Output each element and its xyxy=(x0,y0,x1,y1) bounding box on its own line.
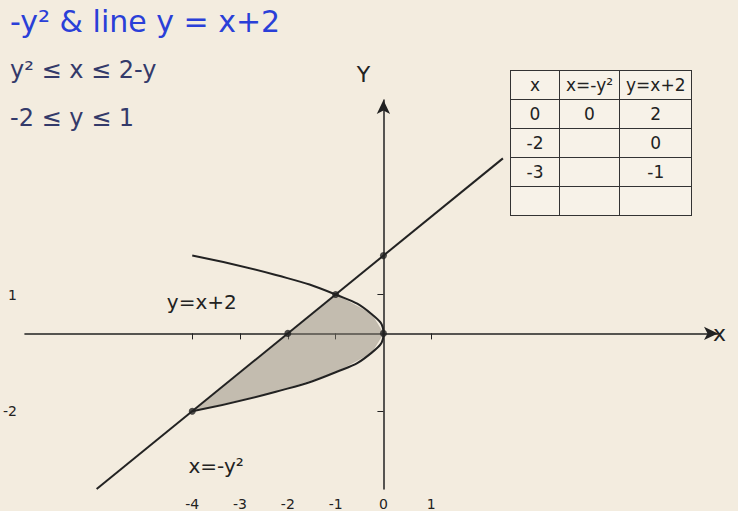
html-text:-1: -1 xyxy=(647,162,665,182)
svg-text:-2: -2 xyxy=(281,496,295,511)
html-text:x: x xyxy=(530,75,540,95)
html-text:0: 0 xyxy=(529,104,541,124)
svg-text:x=-y²: x=-y² xyxy=(188,454,243,478)
svg-text:-2: -2 xyxy=(3,403,17,419)
html-text:y=x+2: y=x+2 xyxy=(626,75,686,95)
svg-text:Y: Y xyxy=(356,62,371,87)
html-text:x=-y²: x=-y² xyxy=(566,75,613,95)
html-text:0: 0 xyxy=(650,133,662,153)
html-text:-3: -3 xyxy=(526,162,544,182)
html-text:y² ≤ x ≤ 2-y: y² ≤ x ≤ 2-y xyxy=(10,56,157,84)
svg-text:1: 1 xyxy=(8,287,17,303)
svg-text:-1: -1 xyxy=(329,496,343,511)
svg-text:0: 0 xyxy=(379,496,388,511)
html-text:-y² & line y = x+2: -y² & line y = x+2 xyxy=(10,4,281,39)
svg-text:x: x xyxy=(713,320,726,346)
svg-text:y=x+2: y=x+2 xyxy=(167,290,237,314)
html-text:-2: -2 xyxy=(526,133,544,153)
svg-text:-3: -3 xyxy=(233,496,247,511)
svg-text:1: 1 xyxy=(427,496,436,511)
html-text:-2 ≤ y ≤ 1: -2 ≤ y ≤ 1 xyxy=(10,104,135,132)
svg-text:-4: -4 xyxy=(185,496,199,511)
html-text:2: 2 xyxy=(650,104,662,124)
html-text:0: 0 xyxy=(584,104,595,124)
